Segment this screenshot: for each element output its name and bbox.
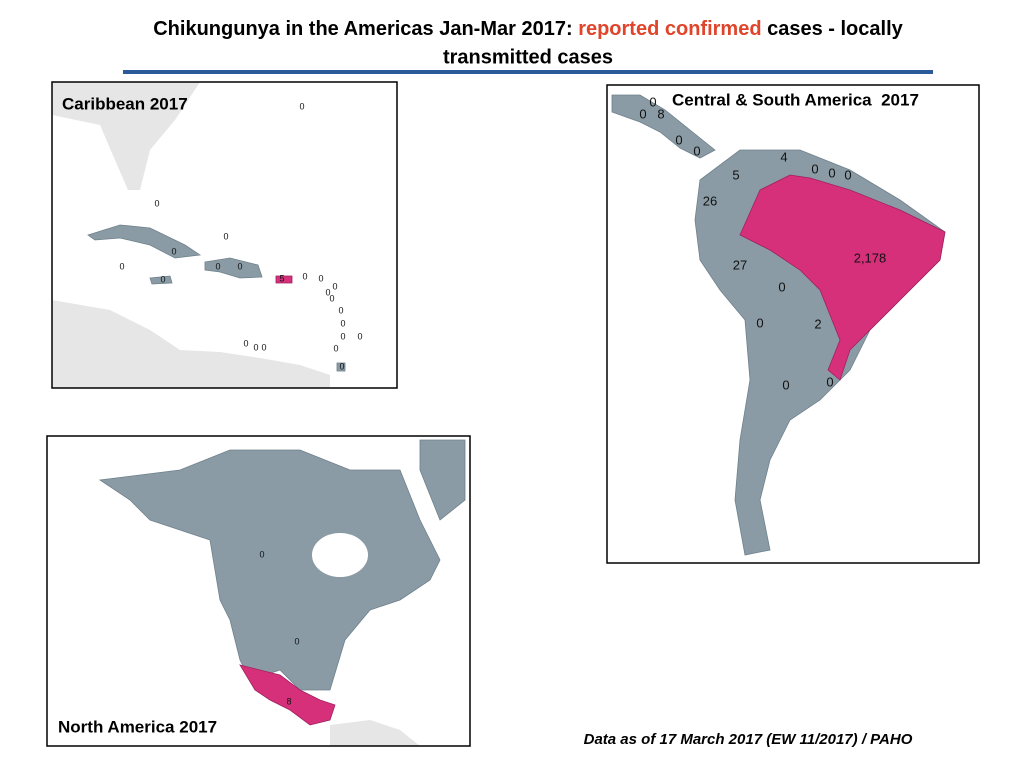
case-count: 0: [782, 377, 789, 392]
island: [336, 362, 346, 372]
south-america-map: [607, 85, 979, 563]
case-count: 27: [733, 257, 747, 272]
case-count: 0: [302, 271, 307, 281]
panel-title: Central & South America 2017: [672, 90, 919, 109]
case-count: 0: [639, 106, 646, 121]
title-part: Chikungunya in the Americas Jan-Mar 2017…: [153, 18, 578, 40]
footnote: Data as of 17 March 2017 (EW 11/2017) / …: [584, 731, 913, 748]
island: [149, 275, 173, 285]
country: [739, 174, 946, 381]
case-count: 8: [657, 106, 664, 121]
country: [239, 664, 336, 726]
country: [98, 449, 441, 691]
title: Chikungunya in the Americas Jan-Mar 2017…: [153, 18, 903, 40]
case-count: 0: [243, 338, 248, 348]
case-count: 0: [160, 274, 165, 284]
panel-frame: [46, 435, 471, 747]
case-count: 0: [778, 279, 785, 294]
case-count: 0: [649, 94, 656, 109]
case-count: 0: [119, 261, 124, 271]
case-count: 0: [299, 101, 304, 111]
case-count: 0: [154, 198, 159, 208]
land: [52, 300, 330, 388]
case-count: 0: [811, 161, 818, 176]
case-count: 5: [279, 273, 284, 283]
case-count: 0: [171, 246, 176, 256]
caribbean-map: [52, 82, 397, 388]
case-count: 0: [215, 261, 220, 271]
case-count: 2: [814, 316, 821, 331]
case-count: 26: [703, 193, 717, 208]
panel-title: North America 2017: [58, 717, 217, 736]
case-count: 0: [223, 231, 228, 241]
panel-frame: [51, 81, 398, 389]
case-count: 0: [338, 305, 343, 315]
case-count: 0: [259, 549, 264, 559]
case-count: 0: [261, 342, 266, 352]
case-count: 0: [756, 315, 763, 330]
case-count: 5: [732, 167, 739, 182]
case-count: 0: [340, 331, 345, 341]
title-highlight: reported confirmed: [578, 18, 761, 40]
country: [611, 94, 716, 159]
title-part: cases - locally: [762, 18, 904, 40]
case-count: 0: [675, 132, 682, 147]
case-count: 0: [318, 273, 323, 283]
panel-title: Caribbean 2017: [62, 94, 188, 113]
title-line: transmitted cases: [443, 46, 613, 68]
case-count: 0: [828, 165, 835, 180]
north-america-map: [47, 436, 470, 746]
case-count: 8: [286, 696, 291, 706]
case-count: 0: [339, 361, 344, 371]
case-count: 4: [780, 149, 787, 164]
case-count: 0: [357, 331, 362, 341]
island: [204, 257, 263, 279]
case-count: 0: [294, 636, 299, 646]
panel-frame: [606, 84, 980, 564]
case-count: 0: [693, 143, 700, 158]
island: [275, 275, 293, 284]
case-count: 0: [826, 374, 833, 389]
bay: [312, 533, 368, 577]
case-count: 0: [844, 167, 851, 182]
case-count: 0: [333, 343, 338, 353]
case-count: 0: [325, 287, 330, 297]
case-count: 2,178: [854, 250, 887, 265]
land: [52, 82, 200, 190]
case-count: 0: [237, 261, 242, 271]
country: [419, 439, 466, 521]
case-count: 0: [329, 293, 334, 303]
land: [330, 720, 420, 746]
case-count: 0: [332, 281, 337, 291]
case-count: 0: [340, 318, 345, 328]
island: [87, 224, 202, 259]
case-count: 0: [253, 342, 258, 352]
